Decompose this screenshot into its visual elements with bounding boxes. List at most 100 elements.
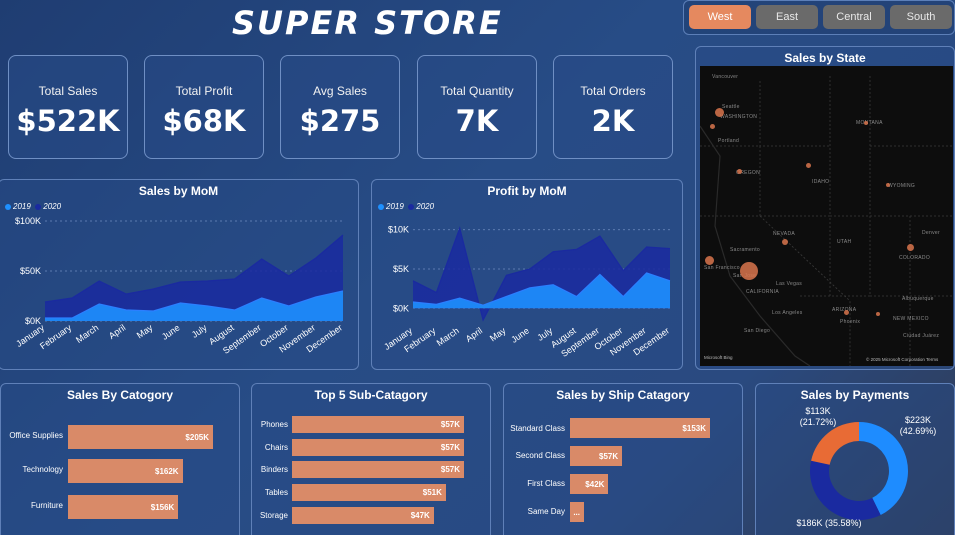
map-label: WASHINGTON — [720, 114, 758, 120]
bar-label: $51K — [422, 488, 442, 497]
legend-dot-2020 — [408, 203, 415, 210]
series-area-2019[interactable] — [45, 291, 343, 321]
bar-label: $156K — [150, 502, 175, 512]
state-bubble[interactable] — [737, 169, 742, 174]
legend-dot-2019 — [5, 203, 11, 210]
top5-subcategory-panel: Top 5 Sub-Catagory Phones Chairs Binders… — [251, 383, 491, 535]
y-tick-label: $0K — [25, 316, 41, 326]
region-west-button[interactable]: West — [689, 5, 751, 29]
y-tick-label: $100K — [15, 216, 41, 226]
kpi-label: Avg Sales — [313, 84, 367, 98]
sales-by-category-panel: Sales By Catogory Office Supplies Techno… — [0, 383, 240, 535]
kpi-card-total-sales: Total Sales $522K — [8, 55, 128, 159]
state-bubble[interactable] — [886, 183, 890, 187]
bar-label: $42K — [585, 479, 605, 489]
region-central-button[interactable]: Central — [823, 5, 885, 29]
x-tick-label: March — [74, 322, 100, 345]
legend-label-2019: 2019 — [13, 202, 31, 211]
x-tick-label: February — [38, 322, 74, 351]
map-label: OREGON — [736, 170, 761, 176]
bing-logo: Microsoft Bing — [704, 355, 733, 360]
subcategory-label: Storage — [259, 511, 288, 520]
x-tick-label: April — [464, 325, 484, 344]
map-label: CALIFORNIA — [746, 289, 780, 295]
bar-label: $205K — [185, 432, 209, 442]
bar[interactable]: $42K — [570, 474, 609, 494]
bar[interactable]: $156K — [68, 495, 179, 519]
bar-label: $47K — [410, 511, 430, 520]
bar-label: $57K — [440, 465, 460, 474]
bar[interactable]: $47K — [292, 507, 434, 524]
chart-legend: 2019 2020 — [5, 202, 61, 211]
payments-donut — [810, 422, 908, 520]
state-bubble[interactable] — [782, 239, 788, 245]
category-label: Furniture — [30, 501, 63, 510]
legend-label-2019: 2019 — [386, 202, 404, 211]
x-tick-label: May — [135, 322, 155, 340]
state-bubble[interactable] — [806, 163, 811, 168]
series-line-2020 — [44, 234, 344, 303]
sales-by-state-map[interactable]: Vancouver Seattle WASHINGTON Portland OR… — [700, 66, 953, 366]
state-bubble[interactable] — [715, 108, 724, 117]
bar[interactable]: $162K — [68, 459, 183, 483]
series-area-2019[interactable] — [413, 272, 670, 309]
bar[interactable]: $57K — [292, 416, 464, 433]
map-label: Vancouver — [712, 74, 739, 80]
bar[interactable]: ... — [570, 502, 584, 522]
donut-slice[interactable] — [810, 460, 881, 520]
bar[interactable]: $51K — [292, 484, 446, 501]
region-south-button[interactable]: South — [890, 5, 952, 29]
x-tick-label: June — [160, 322, 182, 341]
chart-legend: 2019 2020 — [378, 202, 434, 211]
map-title: Sales by State — [784, 51, 866, 65]
kpi-value: $522K — [16, 104, 120, 138]
region-east-button[interactable]: East — [756, 5, 818, 29]
kpi-card-total-profit: Total Profit $68K — [144, 55, 264, 159]
map-label: Albuquerque — [902, 296, 934, 302]
bar[interactable]: $57K — [292, 439, 464, 456]
kpi-card-avg-sales: Avg Sales $275 — [280, 55, 400, 159]
kpi-value: $68K — [162, 104, 246, 138]
donut-slice[interactable] — [811, 422, 859, 465]
state-bubble[interactable] — [844, 310, 849, 315]
bar[interactable]: $153K — [570, 418, 710, 438]
legend-label-2020: 2020 — [416, 202, 435, 211]
kpi-card-total-quantity: Total Quantity 7K — [417, 55, 537, 159]
state-bubble[interactable] — [907, 244, 914, 251]
bar[interactable]: $57K — [570, 446, 623, 466]
map-label: NEVADA — [773, 231, 795, 237]
bar[interactable]: $57K — [292, 461, 464, 478]
state-bubble[interactable] — [710, 124, 715, 129]
map-attribution[interactable]: © 2025 Microsoft Corporation Terms — [866, 357, 939, 362]
chart-title: Profit by MoM — [487, 184, 567, 198]
y-tick-label: $0K — [393, 303, 409, 313]
chart-title: Sales by Payments — [800, 388, 910, 402]
state-bubble[interactable] — [876, 312, 880, 316]
chart-title: Sales by MoM — [138, 184, 219, 198]
map-label: Denver — [922, 230, 940, 236]
x-tick-label: July — [190, 322, 209, 340]
bar-label: $153K — [682, 423, 706, 433]
category-label: Technology — [22, 465, 63, 474]
map-label: Ciudad Juárez — [903, 333, 940, 339]
ship-class-label: Same Day — [527, 507, 565, 516]
subcategory-label: Tables — [264, 488, 288, 497]
map-label: Seattle — [722, 104, 740, 110]
state-bubble[interactable] — [705, 256, 714, 265]
series-line-2019 — [45, 290, 344, 319]
bar-label: $57K — [440, 443, 460, 452]
legend-dot-2019 — [378, 203, 384, 210]
kpi-label: Total Sales — [38, 84, 98, 98]
chart-title: Sales By Catogory — [66, 388, 174, 402]
state-bubble[interactable] — [740, 262, 758, 280]
kpi-value: $275 — [299, 104, 381, 138]
bar[interactable]: $205K — [68, 425, 213, 449]
bar-label: $57K — [440, 420, 460, 429]
series-line-2019 — [412, 272, 671, 306]
region-slicer: West East Central South — [683, 0, 955, 35]
subcategory-label: Binders — [260, 465, 288, 474]
x-tick-label: June — [509, 325, 531, 344]
donut-slice[interactable] — [859, 422, 908, 515]
state-bubble[interactable] — [864, 121, 868, 125]
